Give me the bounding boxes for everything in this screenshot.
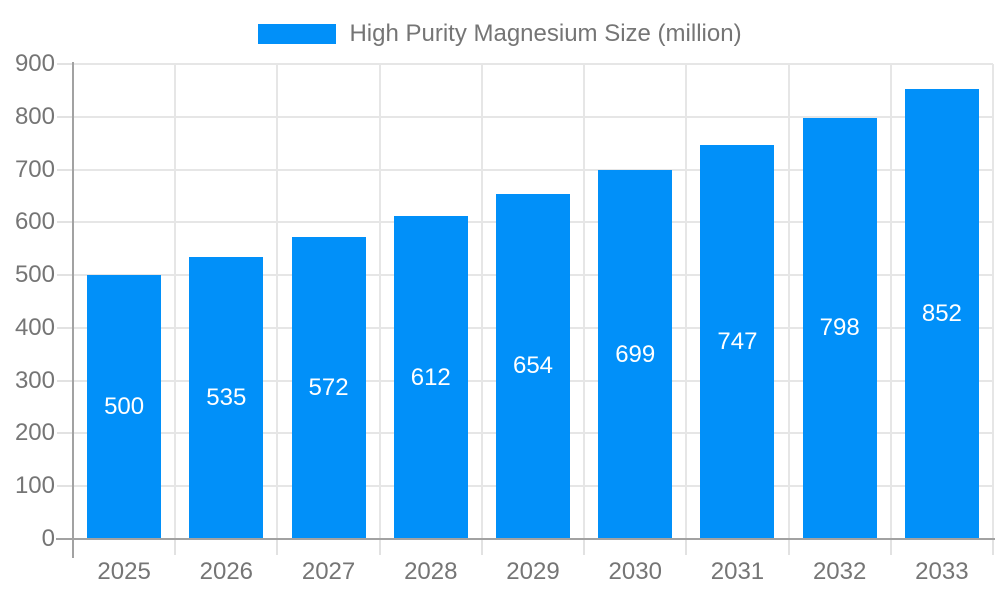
bar-value-label: 699 — [615, 340, 656, 368]
bar-value-label: 654 — [512, 352, 554, 380]
y-axis-label: 600 — [14, 208, 55, 236]
x-axis-tick — [685, 539, 688, 555]
x-axis-label: 2025 — [97, 558, 151, 585]
y-axis-label: 100 — [14, 472, 55, 500]
x-axis-tick — [276, 539, 279, 555]
bar-value-label: 572 — [308, 374, 349, 402]
legend-swatch-icon — [258, 24, 337, 44]
x-gridline — [992, 64, 994, 539]
y-axis-tick — [57, 379, 73, 382]
x-gridline — [174, 64, 177, 539]
bar-2030[interactable]: 699 — [598, 170, 673, 539]
bar-value-label: 535 — [206, 383, 247, 411]
y-axis-label: 300 — [14, 366, 55, 394]
x-axis-label: 2026 — [199, 558, 254, 585]
x-axis-label: 2027 — [301, 558, 356, 585]
y-axis-label: 400 — [14, 313, 55, 341]
x-axis-tick — [174, 539, 177, 555]
bar-2026[interactable]: 535 — [189, 256, 264, 539]
x-axis-label: 2032 — [812, 558, 867, 585]
bar-value-label: 852 — [921, 300, 962, 328]
bar-2032[interactable]: 798 — [802, 117, 877, 539]
x-axis-label: 2029 — [506, 558, 560, 585]
x-gridline — [276, 64, 279, 539]
bar-value-label: 612 — [410, 363, 451, 391]
x-axis-label: 2031 — [710, 558, 765, 585]
x-axis-tick — [480, 539, 483, 555]
bar-2033[interactable]: 852 — [904, 89, 979, 539]
y-axis-line — [72, 62, 74, 558]
legend-item[interactable]: High Purity Magnesium Size (million) — [0, 22, 1000, 46]
y-axis-label: 200 — [14, 419, 55, 447]
x-gridline — [685, 64, 688, 539]
bar-2027[interactable]: 572 — [291, 237, 366, 539]
bar-2031[interactable]: 747 — [700, 144, 775, 539]
y-axis-label: 900 — [14, 50, 55, 77]
y-axis-tick — [57, 63, 73, 65]
x-gridline — [583, 64, 586, 539]
y-axis-tick — [57, 274, 73, 277]
x-axis-tick — [992, 539, 994, 555]
x-axis-label: 2033 — [915, 558, 969, 585]
y-axis-label: 500 — [14, 261, 55, 289]
x-axis-label: 2030 — [608, 558, 662, 585]
x-gridline — [889, 64, 892, 539]
x-axis-label: 2028 — [404, 558, 458, 585]
x-gridline — [787, 64, 790, 539]
bar-2029[interactable]: 654 — [496, 193, 570, 539]
x-axis-tick — [378, 539, 381, 555]
bar-value-label: 747 — [717, 327, 758, 355]
bar-2025[interactable]: 500 — [87, 275, 162, 539]
y-axis-tick — [57, 432, 73, 435]
y-axis-tick — [57, 326, 73, 329]
y-axis-tick — [57, 168, 73, 171]
legend-label: High Purity Magnesium Size (million) — [349, 20, 742, 47]
x-axis-tick — [583, 539, 586, 555]
y-axis-tick — [57, 221, 73, 224]
bar-value-label: 798 — [819, 314, 860, 342]
y-axis-label: 800 — [14, 102, 55, 130]
y-axis-tick — [57, 485, 73, 488]
x-gridline — [378, 64, 381, 539]
bar-value-label: 500 — [104, 393, 145, 421]
y-gridline — [73, 63, 993, 65]
x-axis-tick — [787, 539, 790, 555]
y-axis-label: 0 — [41, 525, 55, 552]
bar-2028[interactable]: 612 — [393, 216, 468, 539]
x-gridline — [480, 64, 483, 539]
y-axis-tick — [57, 115, 73, 118]
y-axis-label: 700 — [14, 155, 55, 183]
x-axis-tick — [889, 539, 892, 555]
